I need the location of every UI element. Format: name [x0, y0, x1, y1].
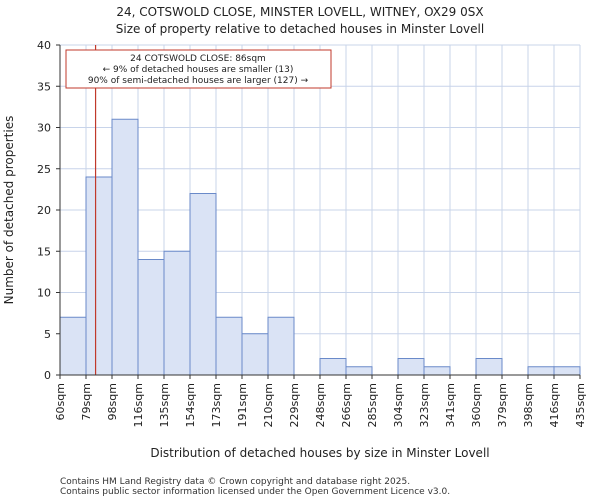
x-tick-label-173sqm: 173sqm — [210, 383, 223, 427]
x-tick-label-154sqm: 154sqm — [184, 383, 197, 427]
x-tick-label-135sqm: 135sqm — [158, 383, 171, 427]
x-tick-label-304sqm: 304sqm — [392, 383, 405, 427]
x-tick-label-60sqm: 60sqm — [54, 383, 67, 420]
y-tick-label-40: 40 — [37, 39, 51, 52]
x-tick-label-229sqm: 229sqm — [288, 383, 301, 427]
y-tick-label-0: 0 — [44, 369, 51, 382]
x-axis-label: Distribution of detached houses by size … — [150, 446, 489, 460]
bar-398sqm — [527, 366, 555, 376]
x-tick-label-285sqm: 285sqm — [366, 383, 379, 427]
y-tick-label-15: 15 — [37, 245, 51, 258]
x-tick-label-360sqm: 360sqm — [470, 383, 483, 427]
annotation-line-2: ← 9% of detached houses are smaller (13) — [103, 65, 294, 75]
bar-360sqm — [475, 358, 503, 376]
x-tick-label-191sqm: 191sqm — [236, 383, 249, 427]
y-tick-label-20: 20 — [37, 204, 51, 217]
y-tick-label-35: 35 — [37, 80, 51, 93]
footer-line-1: Contains HM Land Registry data © Crown c… — [60, 477, 410, 487]
y-tick-labels: 0 5 10 15 20 25 30 35 40 — [37, 39, 60, 382]
y-tick-label-30: 30 — [37, 122, 51, 135]
x-tick-label-79sqm: 79sqm — [80, 383, 93, 420]
annotation-line-3: 90% of semi-detached houses are larger (… — [88, 76, 309, 86]
chart-subtitle: Size of property relative to detached ho… — [116, 22, 484, 36]
bar-135sqm — [163, 250, 191, 376]
x-tick-labels: 60sqm 79sqm 98sqm 116sqm 135sqm 154sqm 173sqm 1… — [54, 375, 587, 427]
x-tick-label-379sqm: 379sqm — [496, 383, 509, 427]
x-tick-label-341sqm: 341sqm — [444, 383, 457, 427]
x-tick-label-210sqm: 210sqm — [262, 383, 275, 427]
bar-304sqm — [397, 358, 425, 376]
x-tick-label-116sqm: 116sqm — [132, 383, 145, 427]
bar-79sqm — [85, 176, 113, 376]
bar-60sqm — [59, 316, 87, 376]
annotation-box: 24 COTSWOLD CLOSE: 86sqm ← 9% of detache… — [65, 49, 332, 89]
bar-116sqm — [137, 259, 165, 376]
x-tick-label-435sqm: 435sqm — [574, 383, 587, 427]
chart-title: 24, COTSWOLD CLOSE, MINSTER LOVELL, WITN… — [116, 5, 483, 19]
bar-191sqm — [241, 333, 269, 376]
bar-173sqm — [215, 316, 243, 376]
annotation-frame — [65, 49, 332, 89]
bar-98sqm — [111, 118, 139, 376]
x-tick-label-323sqm: 323sqm — [418, 383, 431, 427]
y-tick-label-10: 10 — [37, 287, 51, 300]
footer-line-2: Contains public sector information licen… — [60, 487, 450, 497]
bar-210sqm — [267, 316, 295, 376]
bars-layer — [59, 118, 581, 376]
x-tick-label-248sqm: 248sqm — [314, 383, 327, 427]
y-axis-label: Number of detached properties — [2, 116, 16, 305]
bar-416sqm — [553, 366, 581, 376]
y-tick-label-5: 5 — [44, 328, 51, 341]
bar-154sqm — [189, 193, 217, 376]
bar-266sqm — [345, 366, 373, 376]
x-tick-label-98sqm: 98sqm — [106, 383, 119, 420]
y-tick-label-25: 25 — [37, 163, 51, 176]
x-tick-label-398sqm: 398sqm — [522, 383, 535, 427]
bar-323sqm — [423, 366, 451, 376]
bar-248sqm — [319, 358, 347, 376]
annotation-line-1: 24 COTSWOLD CLOSE: 86sqm — [130, 54, 266, 64]
x-tick-label-416sqm: 416sqm — [548, 383, 561, 427]
x-tick-label-266sqm: 266sqm — [340, 383, 353, 427]
